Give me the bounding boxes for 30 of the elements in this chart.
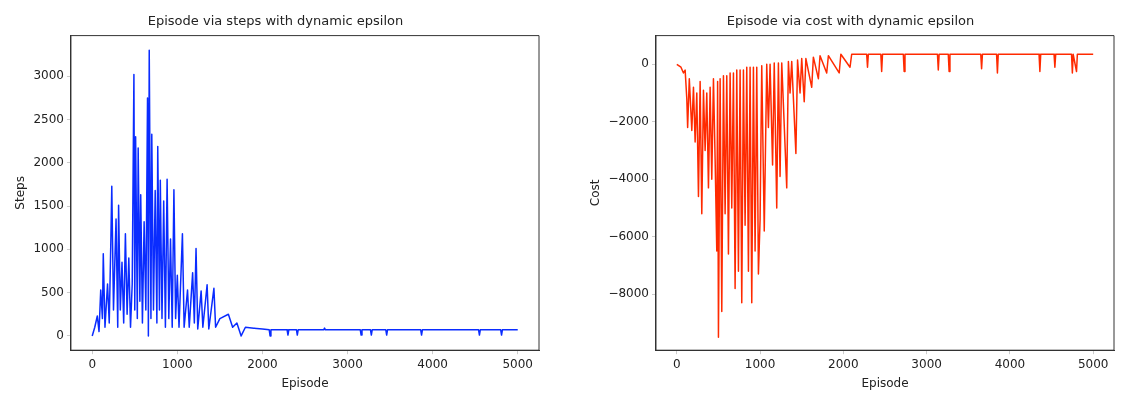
- y-tick-label: −4000: [608, 171, 649, 186]
- y-tick-label: 3000: [33, 68, 64, 83]
- y-tick-label: −6000: [608, 228, 649, 243]
- x-tick-label: 5000: [1077, 356, 1109, 371]
- y-axis-title: Steps: [13, 176, 28, 210]
- x-tick-label: 1000: [162, 356, 193, 371]
- y-tick-label: 1000: [33, 241, 64, 256]
- y-tick-label: 1500: [33, 198, 64, 213]
- y-tick-label: 0: [641, 56, 649, 71]
- x-tick-label: 1000: [744, 356, 776, 371]
- y-tick-label: 500: [41, 284, 64, 299]
- y-tick-label: 0: [56, 328, 64, 343]
- x-tick-label: 0: [88, 356, 97, 371]
- x-axis-title: Episode: [861, 375, 909, 390]
- chart-title: Episode via cost with dynamic epsilon: [726, 13, 975, 29]
- x-tick-label: 4000: [417, 356, 448, 371]
- y-tick-label: 2500: [33, 111, 64, 126]
- y-axis-title: Cost: [588, 179, 603, 207]
- x-tick-label: 0: [672, 356, 681, 371]
- x-tick-label: 2000: [828, 356, 859, 371]
- x-tick-label: 2000: [247, 356, 278, 371]
- x-tick-label: 3000: [332, 356, 363, 371]
- x-tick-label: 4000: [994, 356, 1026, 371]
- x-axis-title: Episode: [281, 375, 329, 390]
- y-tick-label: −8000: [608, 286, 649, 301]
- y-tick-label: −2000: [608, 113, 649, 128]
- x-tick-label: 3000: [911, 356, 942, 371]
- y-tick-label: 2000: [33, 154, 64, 169]
- chart-title: Episode via steps with dynamic epsilon: [147, 13, 404, 29]
- x-tick-label: 5000: [502, 356, 533, 371]
